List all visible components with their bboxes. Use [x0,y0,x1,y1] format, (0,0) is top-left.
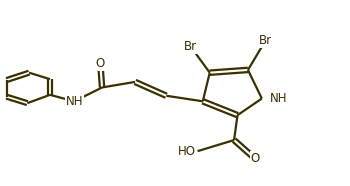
Text: NH: NH [65,95,83,108]
Text: HO: HO [177,145,196,158]
Text: Br: Br [184,40,197,53]
Text: Br: Br [259,34,272,47]
Text: O: O [250,152,259,165]
Text: O: O [96,57,105,70]
Text: NH: NH [270,92,287,105]
